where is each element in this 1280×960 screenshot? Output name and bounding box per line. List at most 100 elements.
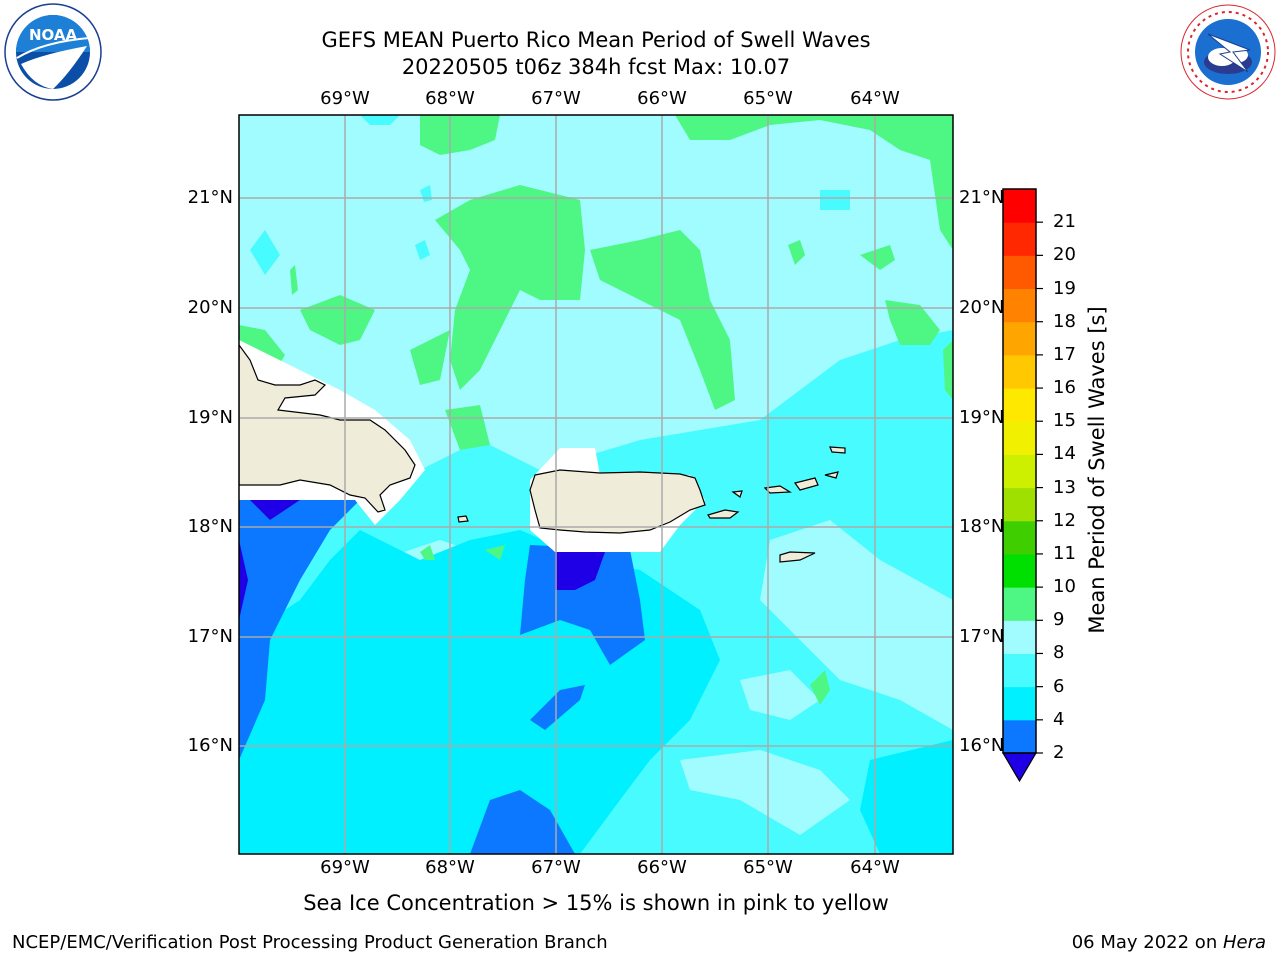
swell-period-field — [239, 115, 953, 854]
mona-island-land — [457, 515, 469, 523]
colorbar-box — [1003, 487, 1036, 522]
field-9-10s — [290, 265, 298, 295]
lat-label-left: 21°N — [187, 187, 233, 208]
lon-label-bottom: 68°W — [425, 857, 475, 878]
colorbar-box — [1003, 421, 1036, 455]
field-below-2s — [250, 500, 300, 520]
colorbar-tick-label: 20 — [1053, 244, 1076, 266]
field-9-10s — [943, 340, 953, 400]
colorbar-box — [1003, 255, 1036, 290]
colorbar-box — [1003, 587, 1036, 621]
colorbar-tick-label: 8 — [1053, 642, 1065, 664]
virgin-islands-land — [793, 477, 819, 491]
colorbar-box — [1003, 520, 1036, 555]
colorbar-tick-label: 19 — [1053, 277, 1076, 299]
colorbar-box — [1003, 189, 1036, 223]
field-9-10s — [885, 300, 940, 345]
field-6-8s-patch — [250, 230, 280, 275]
noaa-logo: NOAA — [4, 3, 102, 101]
colorbar-box — [1003, 222, 1036, 256]
field-9-10s — [860, 245, 895, 270]
field-6-8s-patch — [415, 240, 430, 260]
lon-label-top: 67°W — [531, 88, 581, 109]
colorbar-box — [1003, 620, 1036, 654]
chart-subtitle: 20220505 t06z 384h fcst Max: 10.07 — [401, 55, 791, 79]
colorbar-tick-label: 9 — [1053, 609, 1065, 631]
field-9-10s — [410, 330, 450, 385]
colorbar-tick-label: 2 — [1053, 742, 1065, 763]
lat-label-left: 19°N — [187, 407, 233, 428]
vieques-land — [707, 509, 740, 519]
colorbar-tick-label: 4 — [1053, 708, 1065, 730]
field-9-10s — [420, 545, 435, 560]
lon-label-bottom: 65°W — [743, 857, 793, 878]
lon-label-top: 66°W — [637, 88, 687, 109]
lon-label-top: 68°W — [425, 88, 475, 109]
colorbar-frame — [1002, 188, 1037, 754]
lat-label-right: 16°N — [959, 735, 1005, 756]
field-8-9s-patch — [740, 670, 820, 720]
lon-label-bottom: 69°W — [320, 857, 370, 878]
colorbar-tick-label: 12 — [1053, 509, 1076, 531]
colorbar-tick-label: 21 — [1053, 211, 1076, 233]
lat-label-left: 17°N — [187, 626, 233, 647]
field-below-2s — [555, 552, 605, 590]
colorbar-tick-label: 17 — [1053, 343, 1076, 365]
field-6-8s-patch — [360, 115, 400, 125]
lat-label-left: 16°N — [187, 735, 233, 756]
colorbar-tick-label: 16 — [1053, 377, 1076, 399]
field-9-10s — [788, 240, 805, 265]
lat-label-left: 18°N — [187, 516, 233, 537]
field-2-4s — [239, 500, 360, 760]
map-frame — [238, 114, 954, 855]
colorbar-tick-label: 10 — [1053, 576, 1076, 598]
lat-label-left: 20°N — [187, 297, 233, 318]
sea-ice-note: Sea Ice Concentration > 15% is shown in … — [303, 891, 889, 915]
virgin-islands-land — [824, 471, 839, 479]
field-4-6s — [860, 740, 953, 854]
noaa-logo-text: NOAA — [29, 26, 78, 44]
virgin-islands-land — [731, 490, 743, 498]
colorbar-label: Mean Period of Swell Waves [s] — [1085, 306, 1109, 634]
field-9-10s — [485, 545, 505, 560]
field-2-4s — [530, 685, 585, 730]
field-8-9s-patch — [680, 750, 850, 835]
lon-label-top: 64°W — [850, 88, 900, 109]
colorbar-box — [1003, 454, 1036, 489]
colorbar-box — [1003, 288, 1036, 323]
field-below-2s — [239, 540, 248, 620]
colorbar-box — [1003, 321, 1036, 356]
lat-label-right: 17°N — [959, 626, 1005, 647]
colorbar-box — [1003, 686, 1036, 721]
map-gridlines — [239, 115, 953, 854]
lon-label-top: 65°W — [743, 88, 793, 109]
colorbar-box — [1003, 388, 1036, 422]
lat-label-right: 18°N — [959, 516, 1005, 537]
field-2-4s — [520, 545, 645, 665]
field-9-10s — [675, 115, 953, 250]
colorbar-tick-label: 18 — [1053, 310, 1076, 332]
chart-title: GEFS MEAN Puerto Rico Mean Period of Swe… — [321, 28, 871, 52]
lat-label-right: 19°N — [959, 407, 1005, 428]
colorbar-box — [1003, 553, 1036, 588]
hispaniola-land — [239, 343, 416, 513]
field-8-9s-patch — [760, 520, 953, 730]
nws-logo — [1180, 4, 1276, 100]
st-croix-land — [779, 551, 816, 563]
colorbar-tick-label: 11 — [1053, 542, 1076, 564]
colorbar-box — [1003, 719, 1036, 754]
footer-date-text: 06 May 2022 on — [1071, 932, 1223, 953]
footer-date: 06 May 2022 on Hera — [1072, 932, 1266, 953]
lon-label-bottom: 66°W — [637, 857, 687, 878]
lon-label-bottom: 67°W — [531, 857, 581, 878]
footer-machine: Hera — [1222, 932, 1266, 953]
field-9-10s — [420, 115, 500, 155]
lon-label-bottom: 64°W — [850, 857, 900, 878]
lat-label-right: 21°N — [959, 187, 1005, 208]
field-9-10s — [445, 405, 490, 450]
field-9-10s — [590, 230, 735, 410]
virgin-islands-land — [829, 446, 846, 454]
colorbar-box — [1003, 653, 1036, 688]
